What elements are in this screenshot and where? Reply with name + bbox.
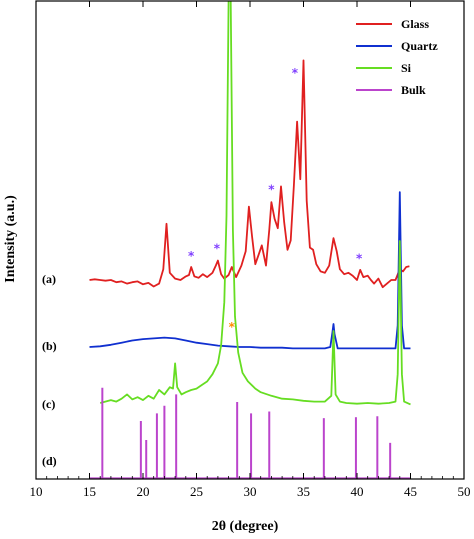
trace-labels: (a) (b) (c) (d) xyxy=(42,272,57,468)
legend-label: Bulk xyxy=(401,83,426,97)
x-tick-label: 20 xyxy=(137,484,150,499)
glass-trace xyxy=(89,59,410,289)
x-tick-label: 25 xyxy=(190,484,203,499)
x-tick-label: 10 xyxy=(30,484,43,499)
legend-label: Si xyxy=(401,61,412,75)
x-tick-label: 40 xyxy=(351,484,364,499)
x-tick-label: 30 xyxy=(244,484,257,499)
plot-area: * * * * * * xyxy=(89,1,411,479)
legend-label: Quartz xyxy=(401,39,438,53)
legend: Glass Quartz Si Bulk xyxy=(356,17,438,97)
quartz-trace xyxy=(89,191,411,350)
axes: 10 15 20 25 30 35 40 45 50 2θ (degree) Intensity… xyxy=(3,0,471,534)
trace-label: (a) xyxy=(42,272,56,286)
peak-marker: * xyxy=(188,249,195,263)
peak-marker: * xyxy=(214,242,221,256)
trace-label: (b) xyxy=(42,339,57,353)
si-trace xyxy=(99,1,411,406)
x-tick-label: 45 xyxy=(404,484,417,499)
x-tick-label: 35 xyxy=(297,484,310,499)
y-axis-title: Intensity (a.u.) xyxy=(3,195,18,283)
peak-marker: * xyxy=(356,252,363,266)
x-tick-label: 50 xyxy=(458,484,471,499)
x-axis-ticks: 10 15 20 25 30 35 40 45 50 xyxy=(30,1,471,499)
trace-label: (d) xyxy=(42,454,57,468)
peak-marker: * xyxy=(229,320,236,334)
trace-label: (c) xyxy=(42,397,55,411)
peak-marker: * xyxy=(292,66,299,80)
x-axis-title: 2θ (degree) xyxy=(212,519,279,534)
legend-label: Glass xyxy=(401,17,429,31)
x-tick-label: 15 xyxy=(83,484,96,499)
peak-marker: * xyxy=(268,183,275,197)
